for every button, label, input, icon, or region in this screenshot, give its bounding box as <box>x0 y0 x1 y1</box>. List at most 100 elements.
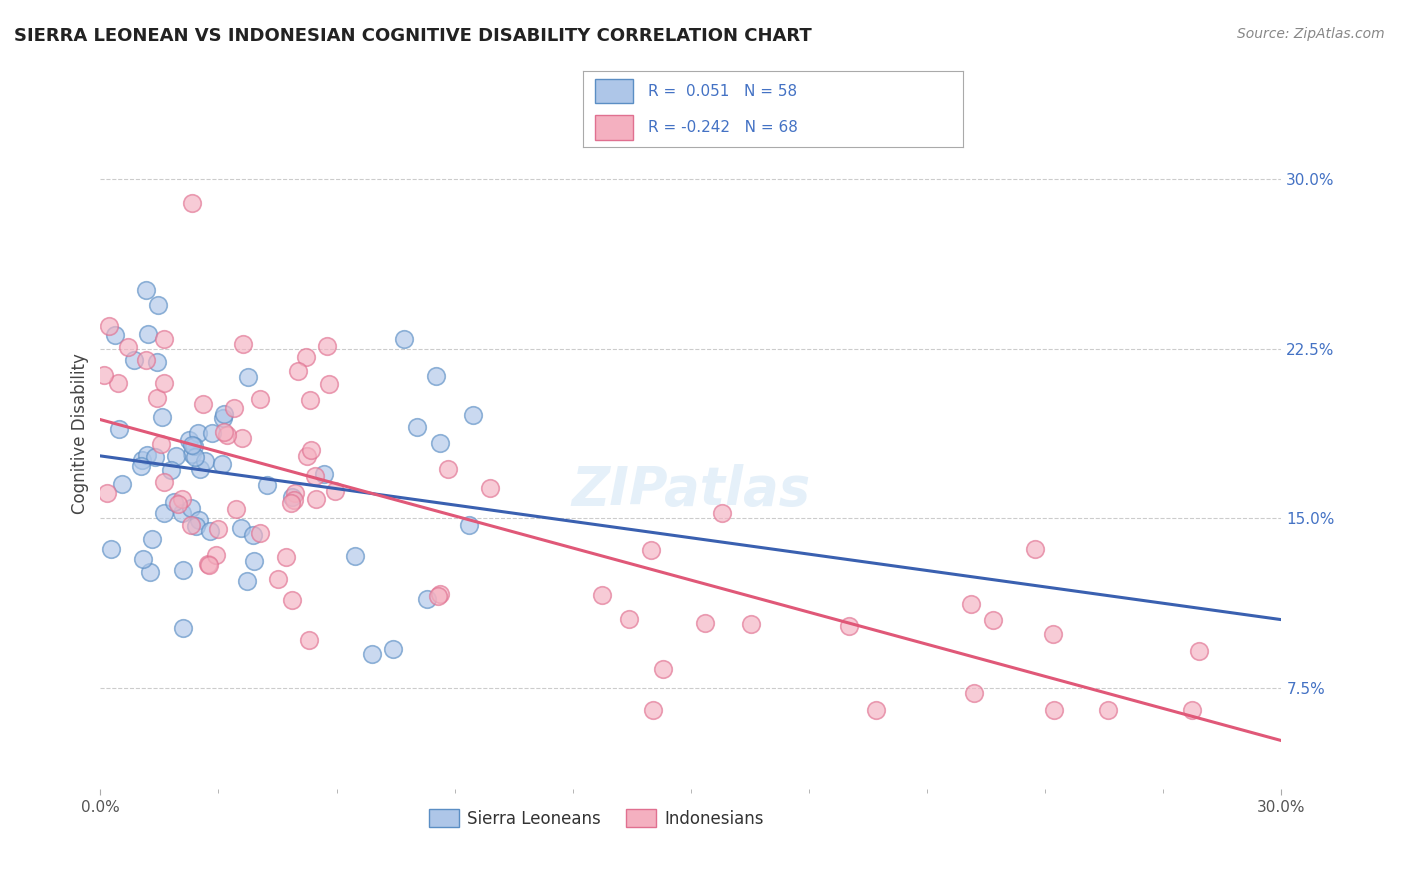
Point <box>132 552 155 566</box>
Point <box>187 425 209 440</box>
Point <box>281 592 304 607</box>
Point <box>592 588 614 602</box>
Point <box>153 506 176 520</box>
Point <box>711 506 734 520</box>
Point <box>436 462 458 476</box>
Point <box>180 518 202 533</box>
Point <box>117 340 139 354</box>
Point <box>204 548 226 562</box>
Point <box>298 392 321 407</box>
Point <box>1043 703 1066 717</box>
Point <box>107 376 129 391</box>
Point <box>361 647 384 661</box>
Point <box>295 350 318 364</box>
Point <box>981 613 1004 627</box>
Text: Source: ZipAtlas.com: Source: ZipAtlas.com <box>1237 27 1385 41</box>
Point <box>180 500 202 515</box>
Point <box>287 364 309 378</box>
Point <box>236 574 259 589</box>
Point <box>186 519 208 533</box>
Point <box>211 457 233 471</box>
Point <box>143 450 166 465</box>
Point <box>392 332 415 346</box>
Point <box>1097 703 1119 717</box>
Point <box>167 497 190 511</box>
Point <box>963 686 986 700</box>
Point <box>318 376 340 391</box>
Point <box>160 463 183 477</box>
Point <box>640 543 662 558</box>
Point <box>267 572 290 586</box>
Point <box>225 502 247 516</box>
Point <box>405 419 427 434</box>
Point <box>197 557 219 571</box>
Point <box>283 493 305 508</box>
Point <box>191 397 214 411</box>
Point <box>152 332 174 346</box>
Point <box>96 486 118 500</box>
Point <box>212 425 235 439</box>
Point <box>1181 703 1204 717</box>
Bar <box>595 115 633 140</box>
Point <box>104 328 127 343</box>
Point <box>242 554 264 568</box>
Point <box>458 517 481 532</box>
Text: SIERRA LEONEAN VS INDONESIAN COGNITIVE DISABILITY CORRELATION CHART: SIERRA LEONEAN VS INDONESIAN COGNITIVE D… <box>14 27 811 45</box>
Point <box>416 591 439 606</box>
Point <box>136 326 159 341</box>
Point <box>150 410 173 425</box>
Point <box>305 491 328 506</box>
Point <box>641 703 664 717</box>
Point <box>187 513 209 527</box>
Point <box>215 428 238 442</box>
Point <box>139 565 162 579</box>
Point <box>229 521 252 535</box>
Point <box>179 433 201 447</box>
Point <box>959 597 981 611</box>
Point <box>479 481 502 495</box>
Point <box>93 368 115 382</box>
Point <box>838 618 860 632</box>
Text: R = -0.242   N = 68: R = -0.242 N = 68 <box>648 120 797 135</box>
Point <box>280 496 302 510</box>
Point <box>343 549 366 563</box>
Point <box>1024 542 1046 557</box>
Point <box>652 662 675 676</box>
Point <box>617 612 640 626</box>
Point <box>295 449 318 463</box>
Point <box>312 467 335 482</box>
Point <box>152 376 174 391</box>
Point <box>284 486 307 500</box>
Point <box>172 563 194 577</box>
Point <box>429 436 451 450</box>
Point <box>146 354 169 368</box>
Point <box>188 462 211 476</box>
Point <box>170 492 193 507</box>
Point <box>131 453 153 467</box>
Point <box>152 475 174 489</box>
Point <box>323 484 346 499</box>
Point <box>695 615 717 630</box>
Point <box>111 477 134 491</box>
Point <box>426 589 449 603</box>
Point <box>198 558 221 573</box>
Point <box>1042 626 1064 640</box>
Point <box>172 621 194 635</box>
Point <box>98 319 121 334</box>
Point <box>231 431 253 445</box>
Text: R =  0.051   N = 58: R = 0.051 N = 58 <box>648 84 797 99</box>
Point <box>315 339 337 353</box>
Point <box>740 616 762 631</box>
Point <box>163 495 186 509</box>
Point <box>304 468 326 483</box>
Point <box>180 446 202 460</box>
Point <box>249 525 271 540</box>
Point <box>212 411 235 425</box>
Point <box>224 401 246 415</box>
Legend: Sierra Leoneans, Indonesians: Sierra Leoneans, Indonesians <box>422 803 770 834</box>
Point <box>281 490 304 504</box>
Point <box>135 353 157 368</box>
Point <box>236 370 259 384</box>
Point <box>183 440 205 454</box>
Bar <box>595 79 633 103</box>
